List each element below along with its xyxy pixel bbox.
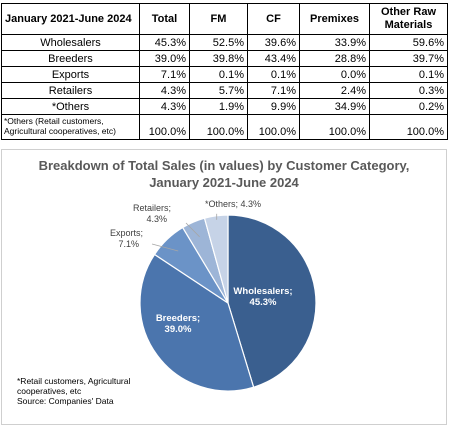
table-cell: 0.1% bbox=[189, 66, 248, 83]
data-label-exports: Exports; 7.1% bbox=[110, 228, 143, 249]
table-cell: 34.9% bbox=[299, 98, 370, 115]
data-label-retailers: Retailers; 4.3% bbox=[133, 203, 171, 224]
chart-footnote: *Retail customers, Agricultural cooperat… bbox=[17, 376, 130, 406]
table-row-total: *Others (Retail customers, Agricultural … bbox=[1, 114, 448, 140]
header-other-raw-materials: Other Raw Materials bbox=[369, 3, 448, 35]
table-cell: 1.9% bbox=[189, 98, 248, 115]
table-cell: 59.6% bbox=[369, 34, 448, 51]
leader-line-retailers bbox=[185, 222, 200, 238]
footnote-line: cooperatives, etc bbox=[17, 386, 82, 396]
table-cell: 5.7% bbox=[189, 82, 248, 99]
table-cell: 39.8% bbox=[189, 50, 248, 67]
header-premixes: Premixes bbox=[299, 3, 370, 35]
others-note: *Others (Retail customers, Agricultural … bbox=[1, 114, 140, 140]
total-cell: 100.0% bbox=[189, 114, 248, 140]
table-cell: 9.9% bbox=[247, 98, 300, 115]
pie-slice-wholesalers bbox=[227, 214, 317, 388]
chart-title-line: Breakdown of Total Sales (in values) by … bbox=[38, 158, 410, 173]
table-cell: 43.4% bbox=[247, 50, 300, 67]
row-label: Exports bbox=[1, 66, 140, 83]
table-cell: 0.1% bbox=[369, 66, 448, 83]
chart-title: Breakdown of Total Sales (in values) by … bbox=[2, 157, 446, 191]
header-cf: CF bbox=[247, 3, 300, 35]
footnote-source: Source: Companies' Data bbox=[17, 396, 114, 406]
header-fm: FM bbox=[189, 3, 248, 35]
table-cell: 0.1% bbox=[247, 66, 300, 83]
total-cell: 100.0% bbox=[369, 114, 448, 140]
sales-breakdown-table: January 2021-June 2024 Total FM CF Premi… bbox=[1, 3, 448, 140]
table-cell: 39.6% bbox=[247, 34, 300, 51]
table-cell: 0.3% bbox=[369, 82, 448, 99]
table-cell: 4.3% bbox=[139, 82, 190, 99]
table-cell: 45.3% bbox=[139, 34, 190, 51]
table-cell: 7.1% bbox=[139, 66, 190, 83]
row-label: Breeders bbox=[1, 50, 140, 67]
table-cell: 39.0% bbox=[139, 50, 190, 67]
table-cell: 0.0% bbox=[299, 66, 370, 83]
header-period: January 2021-June 2024 bbox=[1, 3, 140, 35]
table-row: Exports 7.1% 0.1% 0.1% 0.0% 0.1% bbox=[1, 66, 448, 83]
row-label: Wholesalers bbox=[1, 34, 140, 51]
row-label: *Others bbox=[1, 98, 140, 115]
total-cell: 100.0% bbox=[299, 114, 370, 140]
row-label: Retailers bbox=[1, 82, 140, 99]
table-cell: 28.8% bbox=[299, 50, 370, 67]
footnote-line: *Retail customers, Agricultural bbox=[17, 376, 131, 386]
total-cell: 100.0% bbox=[247, 114, 300, 140]
total-cell: 100.0% bbox=[139, 114, 190, 140]
table-row: Wholesalers 45.3% 52.5% 39.6% 33.9% 59.6… bbox=[1, 34, 448, 51]
pie-chart: Wholesalers; 45.3% Breeders; 39.0% Exports; 7… bbox=[110, 199, 317, 392]
data-label-others: *Others; 4.3% bbox=[205, 199, 261, 209]
data-label-wholesalers: Wholesalers; 45.3% bbox=[233, 286, 292, 308]
table-row: Breeders 39.0% 39.8% 43.4% 28.8% 39.7% bbox=[1, 50, 448, 67]
chart-title-line: January 2021-June 2024 bbox=[149, 175, 299, 190]
table-header-row: January 2021-June 2024 Total FM CF Premi… bbox=[1, 3, 448, 35]
table-cell: 2.4% bbox=[299, 82, 370, 99]
table-cell: 33.9% bbox=[299, 34, 370, 51]
pie-slice-breeders bbox=[139, 253, 255, 392]
table-cell: 52.5% bbox=[189, 34, 248, 51]
header-total: Total bbox=[139, 3, 190, 35]
table-row: *Others 4.3% 1.9% 9.9% 34.9% 0.2% bbox=[1, 98, 448, 115]
chart-panel: Breakdown of Total Sales (in values) by … bbox=[1, 149, 447, 425]
leader-line-exports bbox=[151, 243, 179, 252]
table-row: Retailers 4.3% 5.7% 7.1% 2.4% 0.3% bbox=[1, 82, 448, 99]
table-cell: 4.3% bbox=[139, 98, 190, 115]
table-cell: 0.2% bbox=[369, 98, 448, 115]
table-cell: 7.1% bbox=[247, 82, 300, 99]
data-label-breeders: Breeders; 39.0% bbox=[156, 313, 200, 335]
table-cell: 39.7% bbox=[369, 50, 448, 67]
pie-slice-others bbox=[203, 214, 229, 304]
